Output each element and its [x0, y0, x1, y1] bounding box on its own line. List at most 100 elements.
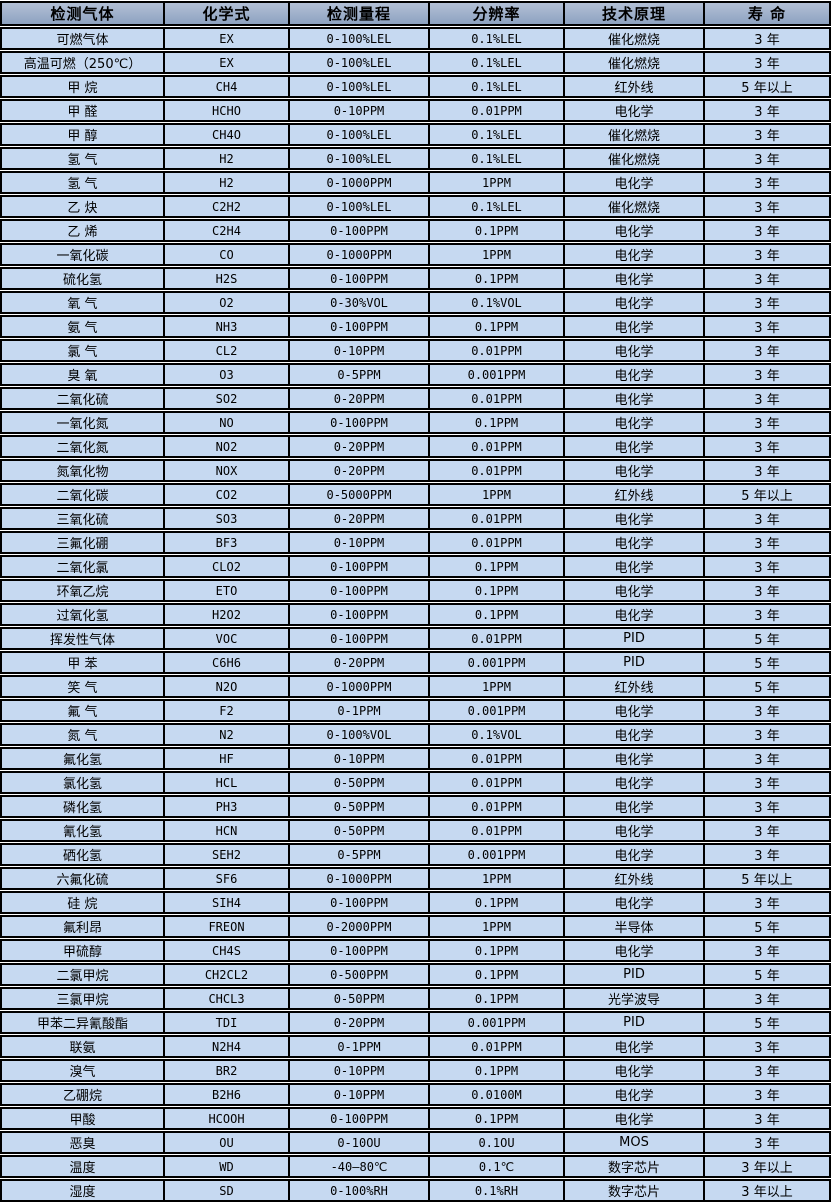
table-cell-chemical-formula: ETO	[165, 579, 290, 602]
table-cell-lifespan: 3 年	[705, 603, 831, 626]
table-row: 恶臭 OU 0-10OU 0.1OU MOS 3 年	[0, 1131, 831, 1154]
table-cell-lifespan: 3 年	[705, 219, 831, 242]
table-cell-gas-name: 氨 气	[0, 315, 165, 338]
table-cell-resolution: 0.1PPM	[430, 1059, 565, 1082]
table-cell-resolution: 0.1%LEL	[430, 75, 565, 98]
table-cell-technology-principle: 电化学	[565, 1035, 705, 1058]
table-cell-detection-range: 0-5PPM	[290, 363, 430, 386]
column-header-lifespan: 寿 命	[705, 1, 831, 26]
table-cell-resolution: 0.1℃	[430, 1155, 565, 1178]
table-cell-detection-range: 0-50PPM	[290, 987, 430, 1010]
table-cell-lifespan: 5 年	[705, 1011, 831, 1034]
table-row: 温度 WD -40—80℃ 0.1℃ 数字芯片 3 年以上	[0, 1155, 831, 1178]
table-row: 甲硫醇 CH4S 0-100PPM 0.1PPM 电化学 3 年	[0, 939, 831, 962]
table-cell-chemical-formula: N2H4	[165, 1035, 290, 1058]
table-cell-resolution: 0.0100M	[430, 1083, 565, 1106]
table-cell-detection-range: 0-10PPM	[290, 1083, 430, 1106]
table-cell-lifespan: 3 年	[705, 699, 831, 722]
table-row: 二氧化碳 CO2 0-5000PPM 1PPM 红外线 5 年以上	[0, 483, 831, 506]
table-cell-detection-range: 0-10PPM	[290, 1059, 430, 1082]
table-row: 二氧化氮 NO2 0-20PPM 0.01PPM 电化学 3 年	[0, 435, 831, 458]
table-cell-resolution: 0.1PPM	[430, 1107, 565, 1130]
table-cell-resolution: 0.1%VOL	[430, 723, 565, 746]
table-cell-lifespan: 3 年	[705, 363, 831, 386]
table-row: 氢 气 H2 0-100%LEL 0.1%LEL 催化燃烧 3 年	[0, 147, 831, 170]
table-cell-lifespan: 3 年	[705, 1035, 831, 1058]
table-cell-technology-principle: 催化燃烧	[565, 27, 705, 50]
table-cell-chemical-formula: CH4	[165, 75, 290, 98]
table-cell-lifespan: 3 年	[705, 843, 831, 866]
table-cell-detection-range: 0-10PPM	[290, 339, 430, 362]
table-cell-resolution: 0.1%LEL	[430, 195, 565, 218]
table-cell-lifespan: 5 年	[705, 675, 831, 698]
table-cell-lifespan: 3 年	[705, 411, 831, 434]
table-row: 笑 气 N2O 0-1000PPM 1PPM 红外线 5 年	[0, 675, 831, 698]
table-cell-technology-principle: 红外线	[565, 675, 705, 698]
table-cell-chemical-formula: TDI	[165, 1011, 290, 1034]
table-cell-gas-name: 甲 烷	[0, 75, 165, 98]
table-row: 环氧乙烷 ETO 0-100PPM 0.1PPM 电化学 3 年	[0, 579, 831, 602]
table-row: 磷化氢 PH3 0-50PPM 0.01PPM 电化学 3 年	[0, 795, 831, 818]
table-cell-detection-range: -40—80℃	[290, 1155, 430, 1178]
table-cell-resolution: 0.001PPM	[430, 1011, 565, 1034]
table-cell-lifespan: 3 年	[705, 459, 831, 482]
table-row: 一氧化氮 NO 0-100PPM 0.1PPM 电化学 3 年	[0, 411, 831, 434]
table-cell-technology-principle: 催化燃烧	[565, 195, 705, 218]
table-cell-resolution: 0.01PPM	[430, 387, 565, 410]
column-header-gas-name: 检测气体	[0, 1, 165, 26]
table-cell-resolution: 0.01PPM	[430, 747, 565, 770]
table-cell-technology-principle: 电化学	[565, 291, 705, 314]
table-row: 可燃气体 EX 0-100%LEL 0.1%LEL 催化燃烧 3 年	[0, 27, 831, 50]
table-row: 乙硼烷 B2H6 0-10PPM 0.0100M 电化学 3 年	[0, 1083, 831, 1106]
table-cell-chemical-formula: CH4S	[165, 939, 290, 962]
table-cell-chemical-formula: C6H6	[165, 651, 290, 674]
table-cell-resolution: 0.01PPM	[430, 795, 565, 818]
table-cell-gas-name: 三氧化硫	[0, 507, 165, 530]
table-cell-technology-principle: PID	[565, 651, 705, 674]
table-cell-detection-range: 0-100PPM	[290, 315, 430, 338]
table-cell-lifespan: 3 年	[705, 387, 831, 410]
table-cell-lifespan: 3 年	[705, 339, 831, 362]
table-cell-resolution: 0.1%VOL	[430, 291, 565, 314]
table-cell-lifespan: 5 年	[705, 963, 831, 986]
table-cell-gas-name: 环氧乙烷	[0, 579, 165, 602]
table-cell-gas-name: 硅 烷	[0, 891, 165, 914]
header-row: 检测气体 化学式 检测量程 分辨率 技术原理寿 命	[0, 1, 831, 26]
table-cell-chemical-formula: CHCL3	[165, 987, 290, 1010]
table-row: 甲苯二异氰酸酯 TDI 0-20PPM 0.001PPM PID 5 年	[0, 1011, 831, 1034]
table-cell-resolution: 1PPM	[430, 171, 565, 194]
table-cell-resolution: 0.1PPM	[430, 603, 565, 626]
table-cell-resolution: 0.1%LEL	[430, 51, 565, 74]
table-cell-detection-range: 0-20PPM	[290, 435, 430, 458]
table-cell-resolution: 0.01PPM	[430, 435, 565, 458]
table-cell-lifespan: 3 年	[705, 195, 831, 218]
table-cell-technology-principle: 电化学	[565, 531, 705, 554]
table-cell-lifespan: 3 年	[705, 723, 831, 746]
table-row: 硫化氢 H2S 0-100PPM 0.1PPM 电化学 3 年	[0, 267, 831, 290]
table-cell-technology-principle: 电化学	[565, 579, 705, 602]
table-cell-detection-range: 0-100PPM	[290, 579, 430, 602]
table-cell-technology-principle: 电化学	[565, 1059, 705, 1082]
table-cell-detection-range: 0-500PPM	[290, 963, 430, 986]
table-cell-gas-name: 甲 醛	[0, 99, 165, 122]
table-cell-detection-range: 0-100%LEL	[290, 123, 430, 146]
table-cell-gas-name: 高温可燃（250℃）	[0, 51, 165, 74]
table-cell-technology-principle: 电化学	[565, 843, 705, 866]
table-cell-lifespan: 3 年	[705, 819, 831, 842]
table-cell-chemical-formula: WD	[165, 1155, 290, 1178]
table-row: 乙 烯 C2H4 0-100PPM 0.1PPM 电化学 3 年	[0, 219, 831, 242]
table-cell-resolution: 0.01PPM	[430, 1035, 565, 1058]
table-cell-technology-principle: 光学波导	[565, 987, 705, 1010]
table-cell-technology-principle: 电化学	[565, 171, 705, 194]
table-cell-lifespan: 3 年	[705, 747, 831, 770]
table-cell-technology-principle: 电化学	[565, 699, 705, 722]
table-cell-chemical-formula: BR2	[165, 1059, 290, 1082]
table-cell-resolution: 0.1%LEL	[430, 147, 565, 170]
table-cell-chemical-formula: NO2	[165, 435, 290, 458]
table-cell-detection-range: 0-10OU	[290, 1131, 430, 1154]
table-cell-resolution: 0.1PPM	[430, 267, 565, 290]
table-row: 甲 苯 C6H6 0-20PPM 0.001PPM PID 5 年	[0, 651, 831, 674]
table-cell-technology-principle: PID	[565, 963, 705, 986]
table-cell-detection-range: 0-100PPM	[290, 1107, 430, 1130]
